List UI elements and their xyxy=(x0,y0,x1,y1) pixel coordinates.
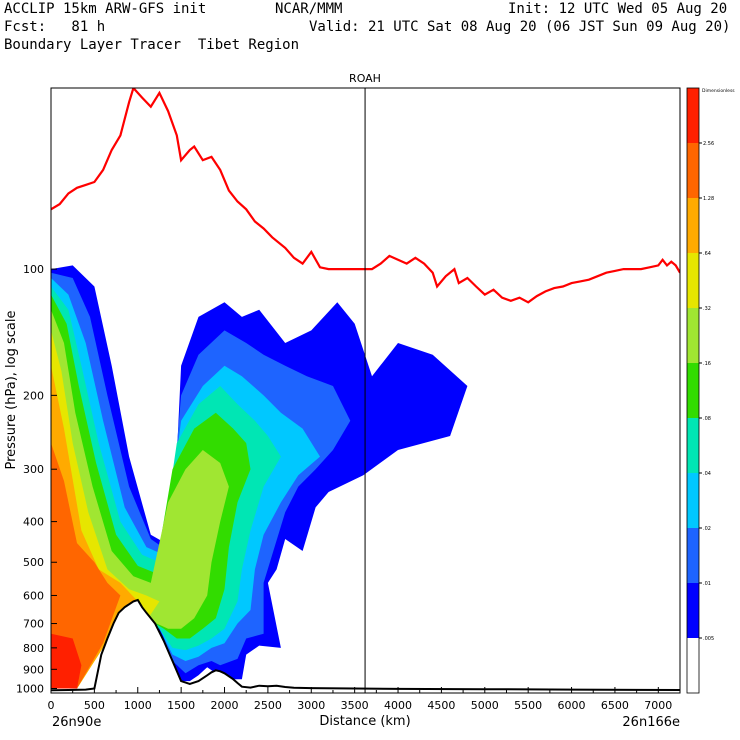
tropopause-line xyxy=(51,88,680,304)
colorbar-units-label: Dimensionless xyxy=(702,88,735,94)
y-axis: 100 200 300 400 500 600 700 800 900 1000 xyxy=(16,263,57,696)
x-tick-label: 5500 xyxy=(514,699,542,712)
colorbar-swatch xyxy=(687,253,699,308)
x-tick-label: 2500 xyxy=(254,699,282,712)
colorbar-swatch xyxy=(687,583,699,638)
x-tick-label: 4500 xyxy=(427,699,455,712)
x-tick-label: 1500 xyxy=(167,699,195,712)
valid-time: Valid: 21 UTC Sat 08 Aug 20 (06 JST Sun … xyxy=(309,19,731,35)
y-tick-label: 900 xyxy=(23,663,44,676)
colorbar-swatch xyxy=(687,363,699,418)
colorbar-swatch xyxy=(687,143,699,198)
x-tick-label: 6500 xyxy=(601,699,629,712)
terrain-line xyxy=(51,598,680,692)
y-tick-label: 1000 xyxy=(16,683,44,696)
colorbar-level-label: .005 xyxy=(703,636,714,642)
x-tick-label: 2000 xyxy=(211,699,239,712)
y-tick-label: 500 xyxy=(23,556,44,569)
x-tick-label: 7000 xyxy=(644,699,672,712)
forecast-hour: Fcst: 81 h xyxy=(4,19,106,35)
x-tick-label: 500 xyxy=(84,699,105,712)
line-layer xyxy=(51,88,680,693)
colorbar-frame xyxy=(686,87,700,694)
init-time: Init: 12 UTC Wed 05 Aug 20 xyxy=(508,1,728,17)
y-tick-label: 300 xyxy=(23,463,44,476)
product-name: Boundary Layer Tracer Tibet Region xyxy=(4,37,300,53)
colorbar-swatch xyxy=(687,308,699,363)
colorbar-level-label: .64 xyxy=(703,251,711,257)
x-tick-label: 3000 xyxy=(297,699,325,712)
colorbar: .005 .01 .02 .04 .08 .16 .32 .64 1.28 2.56 Dimensi… xyxy=(686,87,735,694)
x-tick-label: 5000 xyxy=(471,699,499,712)
y-tick-label: 200 xyxy=(23,389,44,402)
y-tick-label: 100 xyxy=(23,263,44,276)
x-tick-label: 4000 xyxy=(384,699,412,712)
tracer-contour-fills xyxy=(51,265,468,689)
colorbar-level-label: 1.28 xyxy=(703,196,714,202)
colorbar-level-label: .04 xyxy=(703,471,711,477)
plot-title: ROAH xyxy=(349,72,381,85)
y-axis-label: Pressure (hPa), log scale xyxy=(4,311,19,470)
colorbar-swatch xyxy=(687,198,699,253)
colorbar-level-label: .02 xyxy=(703,526,711,532)
x-tick-label: 6000 xyxy=(558,699,586,712)
model-line: ACCLIP 15km ARW-GFS init xyxy=(4,1,207,17)
x-tick-label: 0 xyxy=(48,699,55,712)
x-axis: 0 500 1000 1500 2000 2500 3000 3500 4000 4500 5000… xyxy=(48,687,672,712)
colorbar-level-label: .01 xyxy=(703,581,711,587)
y-tick-label: 400 xyxy=(23,516,44,529)
x-tick-label: 3500 xyxy=(341,699,369,712)
colorbar-level-label: .08 xyxy=(703,416,711,422)
terrain-mask xyxy=(51,600,680,693)
colorbar-swatch xyxy=(687,638,699,693)
colorbar-level-label: .32 xyxy=(703,306,711,312)
org-label: NCAR/MMM xyxy=(275,1,343,17)
y-tick-label: 700 xyxy=(23,618,44,631)
colorbar-swatch xyxy=(687,88,699,143)
start-location-label: 26n90e xyxy=(52,715,101,730)
colorbar-level-label: .16 xyxy=(703,361,711,367)
y-tick-label: 800 xyxy=(23,642,44,655)
contour-level-10 xyxy=(51,633,82,689)
colorbar-swatch xyxy=(687,418,699,473)
contour-level-9 xyxy=(51,443,121,689)
y-tick-label: 600 xyxy=(23,589,44,602)
colorbar-swatch xyxy=(687,473,699,528)
colorbar-swatch xyxy=(687,528,699,583)
x-tick-label: 1000 xyxy=(124,699,152,712)
x-axis-label: Distance (km) xyxy=(319,714,410,729)
plot-frame xyxy=(50,87,681,694)
end-location-label: 26n166e xyxy=(622,715,680,730)
colorbar-level-label: 2.56 xyxy=(703,141,714,147)
